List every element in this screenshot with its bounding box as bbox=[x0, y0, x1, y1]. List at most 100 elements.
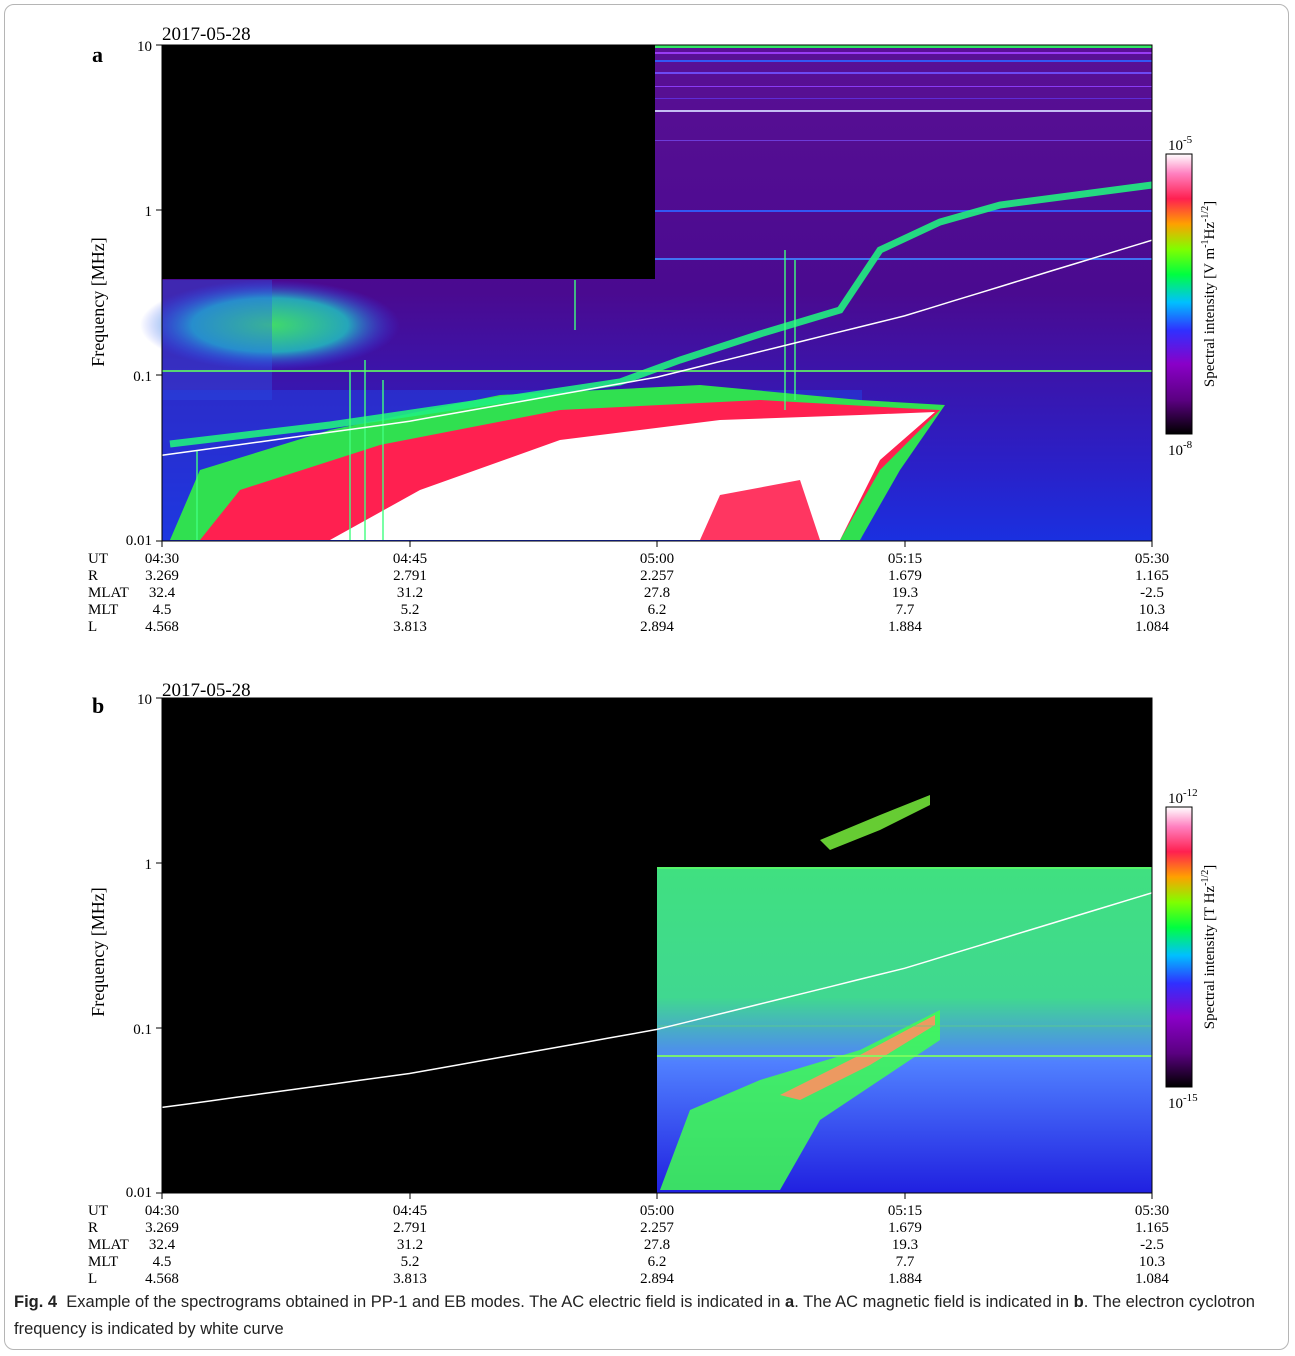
table-cell: 3.813 bbox=[393, 619, 427, 635]
table-cell: 10.3 bbox=[1139, 1254, 1165, 1270]
caption-text-end: . The electron cyclotron frequency is in… bbox=[14, 1293, 1255, 1338]
table-cell: 4.5 bbox=[153, 602, 172, 618]
table-cell: 32.4 bbox=[149, 1237, 176, 1253]
svg-text:10-12: 10-12 bbox=[1168, 787, 1198, 807]
x-ticks bbox=[161, 1193, 1153, 1199]
table-cell: -2.5 bbox=[1140, 585, 1164, 601]
y-axis: 10 1 0.1 0.01 Frequency [MHz] bbox=[88, 692, 162, 1201]
table-cell: 05:15 bbox=[888, 551, 922, 567]
row-label-mlt: MLT bbox=[88, 1254, 118, 1270]
svg-text:10-15: 10-15 bbox=[1168, 1092, 1198, 1112]
vertical-spikes bbox=[196, 250, 796, 540]
table-cell: 2.257 bbox=[640, 1220, 674, 1236]
upper-hybrid-band bbox=[169, 181, 1153, 448]
y-tick-label: 1 bbox=[145, 204, 153, 220]
table-cell: 1.679 bbox=[888, 1220, 922, 1236]
y-axis-label: Frequency [MHz] bbox=[88, 237, 108, 366]
colorbar-label: Spectral intensity [V m-1Hz-1/2] bbox=[1200, 201, 1218, 387]
caption-text: Example of the spectrograms obtained in … bbox=[66, 1293, 786, 1311]
table-cell: 1.679 bbox=[888, 568, 922, 584]
table-cell: 4.568 bbox=[145, 619, 179, 635]
table-cell: 27.8 bbox=[644, 585, 670, 601]
x-ticks bbox=[161, 541, 1153, 547]
figure-frame bbox=[4, 4, 1289, 1350]
colorbar: 10-12 10-15 Spectral intensity [T Hz-1/2… bbox=[1165, 787, 1218, 1112]
spectrogram-plot-area bbox=[140, 45, 1153, 541]
table-cell: 27.8 bbox=[644, 1237, 670, 1253]
y-tick-label: 1 bbox=[145, 857, 153, 873]
table-cell: 04:30 bbox=[145, 1203, 179, 1219]
row-label-ut: UT bbox=[88, 1203, 108, 1219]
table-cell: 5.2 bbox=[401, 602, 420, 618]
table-cell: 32.4 bbox=[149, 585, 176, 601]
y-tick-label: 0.1 bbox=[133, 1022, 152, 1038]
row-label-ut: UT bbox=[88, 551, 108, 567]
table-cell: 3.269 bbox=[145, 1220, 179, 1236]
caption-label: Fig. 4 bbox=[14, 1293, 58, 1311]
table-cell: 6.2 bbox=[648, 1254, 667, 1270]
row-label-mlat: MLAT bbox=[88, 585, 129, 601]
table-cell: 31.2 bbox=[397, 1237, 423, 1253]
table-cell: 2.791 bbox=[393, 1220, 427, 1236]
colorbar-label: Spectral intensity [T Hz-1/2] bbox=[1200, 865, 1218, 1030]
table-cell: 19.3 bbox=[892, 585, 918, 601]
table-cell: 1.165 bbox=[1135, 568, 1169, 584]
table-cell: 1.084 bbox=[1135, 619, 1169, 635]
high-frequency-striations bbox=[655, 45, 1152, 260]
table-cell: 05:30 bbox=[1135, 551, 1169, 567]
orbit-table: UT R MLAT MLT L 04:30 3.269 32.4 4.5 4.5… bbox=[88, 541, 1169, 635]
electron-cyclotron-frequency-curve bbox=[161, 239, 1153, 457]
spectrogram-panel-a: 10 1 0.1 0.01 Frequency [MHz] a 2017-05-… bbox=[88, 24, 1218, 635]
svg-text:10-5: 10-5 bbox=[1168, 134, 1193, 154]
caption-text-mid: . The AC magnetic field is indicated in bbox=[794, 1293, 1074, 1311]
row-label-r: R bbox=[88, 1220, 98, 1236]
table-cell: 1.884 bbox=[888, 619, 922, 635]
y-tick-label: 0.1 bbox=[133, 369, 152, 385]
spectrogram-panel-b: 10 1 0.1 0.01 Frequency [MHz] b 2017-05-… bbox=[88, 680, 1218, 1287]
y-tick-label: 10 bbox=[137, 39, 152, 55]
y-tick-label: 0.01 bbox=[126, 1185, 152, 1201]
table-cell: 6.2 bbox=[648, 602, 667, 618]
table-cell: 04:45 bbox=[393, 1203, 427, 1219]
table-cell: 05:00 bbox=[640, 551, 674, 567]
table-cell: 1.165 bbox=[1135, 1220, 1169, 1236]
table-cell: 04:30 bbox=[145, 551, 179, 567]
orbit-table: UT R MLAT MLT L 04:30 3.269 32.4 4.5 4.5… bbox=[88, 1193, 1169, 1287]
y-axis: 10 1 0.1 0.01 Frequency [MHz] bbox=[88, 39, 162, 549]
table-cell: 5.2 bbox=[401, 1254, 420, 1270]
y-axis-label: Frequency [MHz] bbox=[88, 887, 108, 1016]
row-label-l: L bbox=[88, 619, 97, 635]
table-cell: 4.5 bbox=[153, 1254, 172, 1270]
row-label-l: L bbox=[88, 1271, 97, 1287]
table-cell: 2.894 bbox=[640, 1271, 674, 1287]
table-cell: 05:00 bbox=[640, 1203, 674, 1219]
intense-emission-orange bbox=[780, 1015, 935, 1100]
table-cell: 1.084 bbox=[1135, 1271, 1169, 1287]
table-cell: 2.257 bbox=[640, 568, 674, 584]
row-label-mlat: MLAT bbox=[88, 1237, 129, 1253]
table-cell: 19.3 bbox=[892, 1237, 918, 1253]
panel-label-b: b bbox=[92, 693, 104, 718]
date-label: 2017-05-28 bbox=[162, 24, 251, 45]
table-cell: 2.894 bbox=[640, 619, 674, 635]
row-label-mlt: MLT bbox=[88, 602, 118, 618]
table-cell: 05:30 bbox=[1135, 1203, 1169, 1219]
no-data-region bbox=[162, 45, 655, 279]
colorbar: 10-5 10-8 Spectral intensity [V m-1Hz-1/… bbox=[1165, 134, 1218, 459]
table-cell: 4.568 bbox=[145, 1271, 179, 1287]
date-label: 2017-05-28 bbox=[162, 680, 251, 701]
table-cell: 2.791 bbox=[393, 568, 427, 584]
row-label-r: R bbox=[88, 568, 98, 584]
table-cell: 05:15 bbox=[888, 1203, 922, 1219]
caption-ref-b: b bbox=[1073, 1293, 1084, 1311]
table-cell: -2.5 bbox=[1140, 1237, 1164, 1253]
electron-cyclotron-frequency-curve bbox=[161, 892, 1153, 1109]
table-cell: 7.7 bbox=[896, 602, 915, 618]
table-cell: 10.3 bbox=[1139, 602, 1165, 618]
figure-caption: Fig. 4 Example of the spectrograms obtai… bbox=[14, 1289, 1284, 1343]
svg-text:10-8: 10-8 bbox=[1168, 439, 1193, 459]
table-cell: 3.269 bbox=[145, 568, 179, 584]
table-cell: 31.2 bbox=[397, 585, 423, 601]
table-cell: 7.7 bbox=[896, 1254, 915, 1270]
table-cell: 3.813 bbox=[393, 1271, 427, 1287]
